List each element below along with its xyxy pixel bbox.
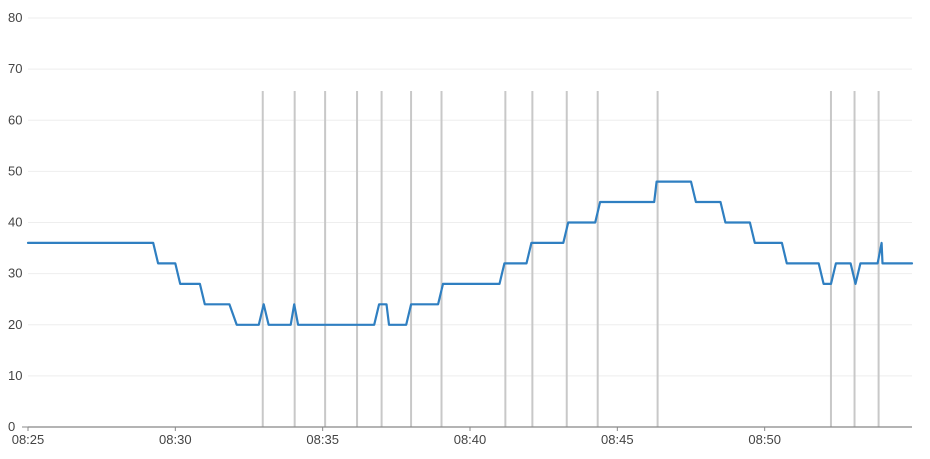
y-tick-label: 0 — [8, 419, 15, 434]
series-layer — [26, 180, 914, 326]
y-tick-label: 80 — [8, 10, 22, 25]
x-tick-label: 08:35 — [306, 432, 339, 447]
y-tick-label: 20 — [8, 317, 22, 332]
x-tick-label: 08:25 — [12, 432, 45, 447]
x-tick-label: 08:50 — [748, 432, 781, 447]
grid-lines — [22, 17, 912, 428]
series-line — [26, 180, 914, 326]
y-tick-label: 40 — [8, 215, 22, 230]
y-tick-label: 50 — [8, 163, 22, 178]
y-tick-label: 30 — [8, 266, 22, 281]
x-tick-label: 08:30 — [159, 432, 192, 447]
x-tick-labels: 08:25 08:30 08:35 08:40 08:45 08:50 — [12, 427, 781, 447]
y-tick-labels: 0 10 20 30 40 50 60 70 80 — [8, 10, 22, 434]
y-tick-label: 70 — [8, 61, 22, 76]
y-tick-label: 60 — [8, 112, 22, 127]
x-tick-label: 08:45 — [601, 432, 634, 447]
y-tick-label: 10 — [8, 368, 22, 383]
x-tick-label: 08:40 — [454, 432, 487, 447]
event-markers — [261, 91, 880, 427]
